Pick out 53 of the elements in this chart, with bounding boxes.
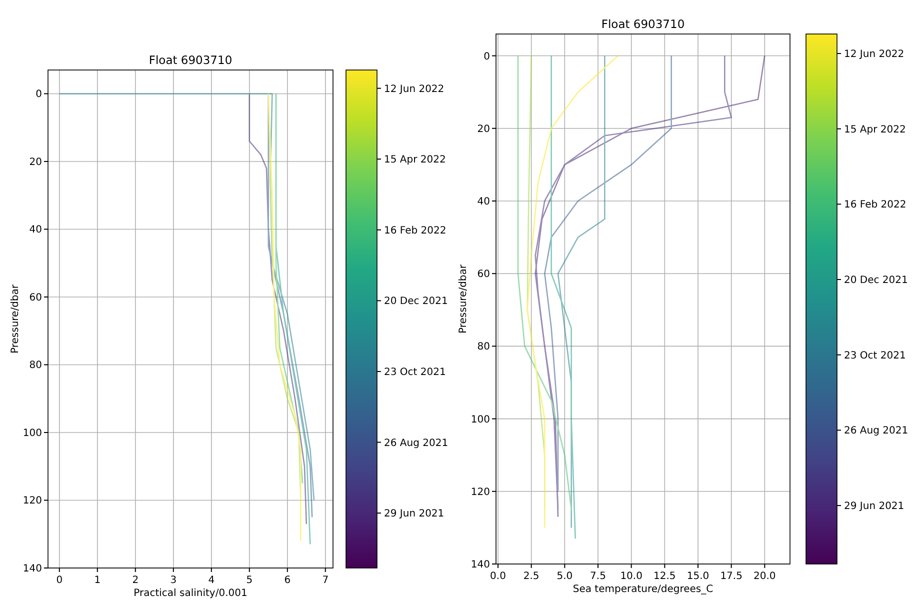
x-tick-label: 10.0: [620, 571, 642, 582]
x-tick-label: 2.5: [523, 571, 540, 582]
x-tick-label: 0.0: [490, 571, 506, 582]
x-tick-label: 2: [132, 575, 139, 586]
y-tick-label: 20: [477, 124, 490, 135]
color-bar-label: 12 Jun 2022: [384, 84, 444, 95]
y-tick-label: 60: [477, 269, 490, 280]
color-bar-label: 26 Aug 2021: [844, 426, 908, 437]
chart-title: Float 6903710: [148, 53, 232, 67]
y-tick-label: 140: [470, 560, 490, 570]
y-tick-label: 100: [470, 414, 490, 426]
x-tick-label: 4: [208, 575, 215, 586]
x-axis-title: Practical salinity/0.001: [134, 588, 248, 599]
x-axis-title: Sea temperature/degrees_C: [572, 584, 714, 595]
color-bar-label: 15 Apr 2022: [384, 154, 446, 166]
x-tick-label: 7: [322, 575, 329, 586]
x-tick-label: 17.5: [720, 571, 742, 582]
chart-title: Float 6903710: [601, 17, 685, 31]
color-bar-label: 23 Oct 2021: [384, 366, 446, 378]
x-tick-label: 3: [170, 575, 177, 586]
x-tick-label: 7.5: [590, 571, 606, 582]
y-tick-label: 80: [477, 342, 490, 353]
x-tick-label: 15.0: [686, 571, 710, 582]
y-tick-label: 0: [36, 89, 42, 100]
y-tick-label: 120: [470, 486, 490, 498]
y-tick-label: 80: [29, 360, 42, 372]
y-tick-label: 20: [29, 156, 42, 168]
color-bar-label: 12 Jun 2022: [844, 48, 904, 60]
y-tick-label: 40: [477, 196, 490, 208]
y-tick-label: 120: [22, 496, 42, 507]
y-tick-label: 60: [29, 292, 42, 304]
x-tick-label: 5.0: [556, 571, 573, 582]
color-bar-label: 16 Feb 2022: [384, 225, 446, 236]
color-bar-label: 20 Dec 2021: [384, 296, 448, 308]
x-tick-label: 1: [94, 575, 101, 586]
x-tick-label: 5: [246, 575, 253, 586]
color-bar-label: 29 Jun 2021: [384, 508, 444, 520]
y-tick-label: 140: [22, 564, 42, 574]
y-tick-label: 100: [22, 428, 42, 439]
color-bar-label: 20 Dec 2021: [844, 275, 908, 286]
color-bar-label: 29 Jun 2021: [844, 501, 904, 512]
x-tick-label: 6: [284, 575, 291, 586]
y-axis-title: Pressure/dbar: [10, 284, 21, 354]
y-tick-label: 0: [484, 51, 490, 62]
color-bar-label: 26 Aug 2021: [384, 438, 448, 449]
color-bar-label: 23 Oct 2021: [844, 350, 906, 362]
y-tick-label: 40: [29, 224, 42, 236]
color-bar-label: 16 Feb 2022: [844, 200, 906, 211]
x-tick-label: 12.5: [654, 571, 676, 582]
x-tick-label: 20.0: [754, 571, 776, 582]
y-axis-title: Pressure/dbar: [458, 264, 469, 334]
color-bar-label: 15 Apr 2022: [844, 124, 906, 136]
x-tick-label: 0: [56, 575, 63, 586]
